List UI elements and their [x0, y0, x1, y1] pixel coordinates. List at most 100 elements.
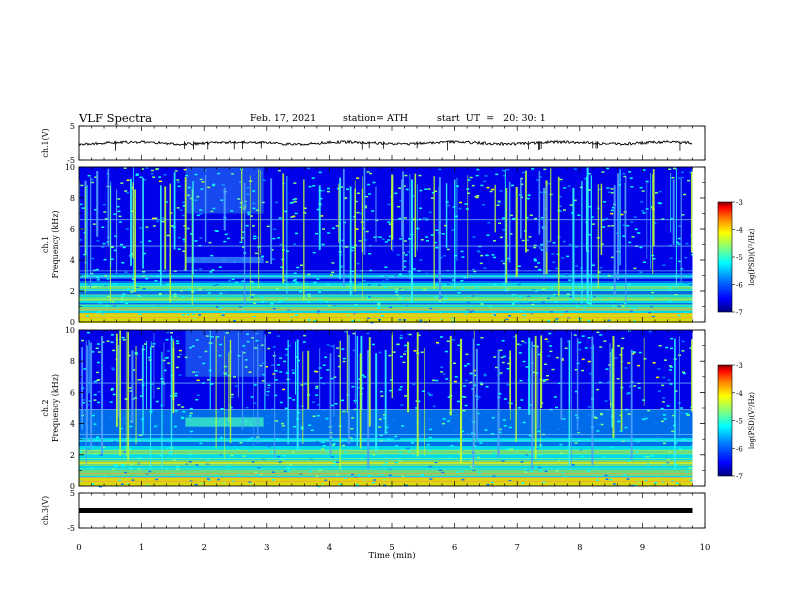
noise-pixel	[681, 171, 684, 174]
noise-pixel	[239, 181, 243, 183]
noise-pixel	[534, 217, 538, 220]
noise-pixel	[631, 353, 635, 355]
noise-pixel	[332, 464, 336, 466]
noise-pixel	[315, 440, 319, 443]
noise-pixel	[207, 292, 211, 294]
freq-band	[79, 346, 693, 348]
noise-pixel	[99, 485, 102, 488]
noise-pixel	[282, 388, 286, 391]
noise-pixel	[533, 244, 537, 247]
noise-pixel	[668, 365, 672, 367]
noise-pixel	[403, 353, 406, 355]
noise-pixel	[565, 274, 569, 276]
colorbar-scale	[717, 364, 733, 477]
noise-pixel	[474, 445, 477, 448]
noise-pixel	[259, 364, 263, 367]
colorbar-tick-label: -7	[736, 309, 743, 317]
noise-pixel	[592, 264, 595, 267]
noise-pixel	[93, 423, 97, 425]
noise-pixel	[395, 291, 399, 293]
noise-pixel	[368, 253, 372, 255]
noise-pixel	[683, 193, 687, 196]
noise-pixel	[322, 228, 325, 230]
noise-pixel	[629, 177, 633, 179]
noise-pixel	[194, 269, 198, 271]
noise-pixel	[261, 380, 265, 382]
noise-pixel	[382, 463, 386, 466]
noise-pixel	[467, 192, 470, 194]
noise-pixel	[367, 297, 371, 300]
noise-pixel	[174, 170, 178, 172]
noise-pixel	[493, 356, 497, 358]
noise-pixel	[358, 240, 362, 242]
noise-pixel	[524, 468, 528, 471]
noise-pixel	[139, 295, 143, 298]
freq-band	[79, 169, 693, 171]
noise-pixel	[372, 181, 376, 184]
freq-band	[79, 253, 693, 255]
noise-pixel	[106, 278, 110, 280]
noise-pixel	[253, 402, 257, 404]
noise-pixel	[547, 355, 551, 357]
noise-pixel	[525, 366, 529, 368]
noise-pixel	[370, 433, 374, 435]
noise-pixel	[113, 464, 117, 466]
noise-pixel	[353, 435, 357, 437]
noise-pixel	[461, 478, 465, 481]
freq-band	[79, 342, 693, 344]
noise-pixel	[368, 193, 371, 195]
noise-pixel	[355, 484, 359, 486]
noise-pixel	[621, 305, 625, 307]
noise-pixel	[548, 332, 552, 335]
noise-pixel	[551, 253, 555, 255]
noise-pixel	[355, 282, 359, 285]
noise-pixel	[689, 479, 693, 481]
freq-band	[79, 307, 693, 309]
noise-pixel	[507, 402, 511, 404]
noise-pixel	[145, 277, 149, 280]
noise-pixel	[327, 190, 330, 193]
noise-pixel	[480, 303, 484, 305]
noise-pixel	[212, 183, 216, 186]
noise-pixel	[322, 409, 326, 412]
noise-pixel	[195, 399, 199, 401]
noise-pixel	[303, 207, 307, 209]
noise-pixel	[431, 192, 435, 194]
freq-band	[79, 340, 693, 342]
noise-pixel	[375, 236, 379, 238]
noise-pixel	[555, 406, 558, 409]
noise-pixel	[235, 281, 239, 284]
noise-pixel	[387, 203, 391, 206]
noise-pixel	[445, 378, 449, 380]
noise-pixel	[404, 254, 408, 256]
noise-pixel	[378, 426, 382, 428]
noise-pixel	[555, 469, 559, 472]
noise-pixel	[663, 409, 667, 411]
noise-pixel	[208, 241, 212, 244]
noise-pixel	[203, 169, 207, 172]
noise-pixel	[663, 442, 666, 445]
noise-pixel	[322, 445, 326, 447]
noise-pixel	[248, 481, 252, 483]
noise-pixel	[260, 344, 264, 346]
noise-pixel	[606, 167, 610, 170]
freq-band	[79, 438, 693, 440]
noise-pixel	[641, 210, 645, 212]
noise-pixel	[581, 369, 584, 372]
noise-pixel	[124, 471, 128, 474]
noise-pixel	[492, 475, 496, 477]
noise-pixel	[281, 429, 285, 431]
noise-pixel	[690, 301, 694, 303]
noise-pixel	[538, 247, 542, 249]
noise-pixel	[325, 417, 329, 420]
noise-pixel	[404, 350, 408, 353]
noise-pixel	[541, 225, 545, 228]
noise-pixel	[555, 294, 559, 297]
noise-pixel	[398, 388, 402, 391]
freq-band	[79, 450, 693, 452]
noise-pixel	[318, 469, 322, 471]
noise-pixel	[297, 424, 301, 426]
noise-pixel	[560, 313, 564, 316]
noise-pixel	[446, 248, 450, 251]
